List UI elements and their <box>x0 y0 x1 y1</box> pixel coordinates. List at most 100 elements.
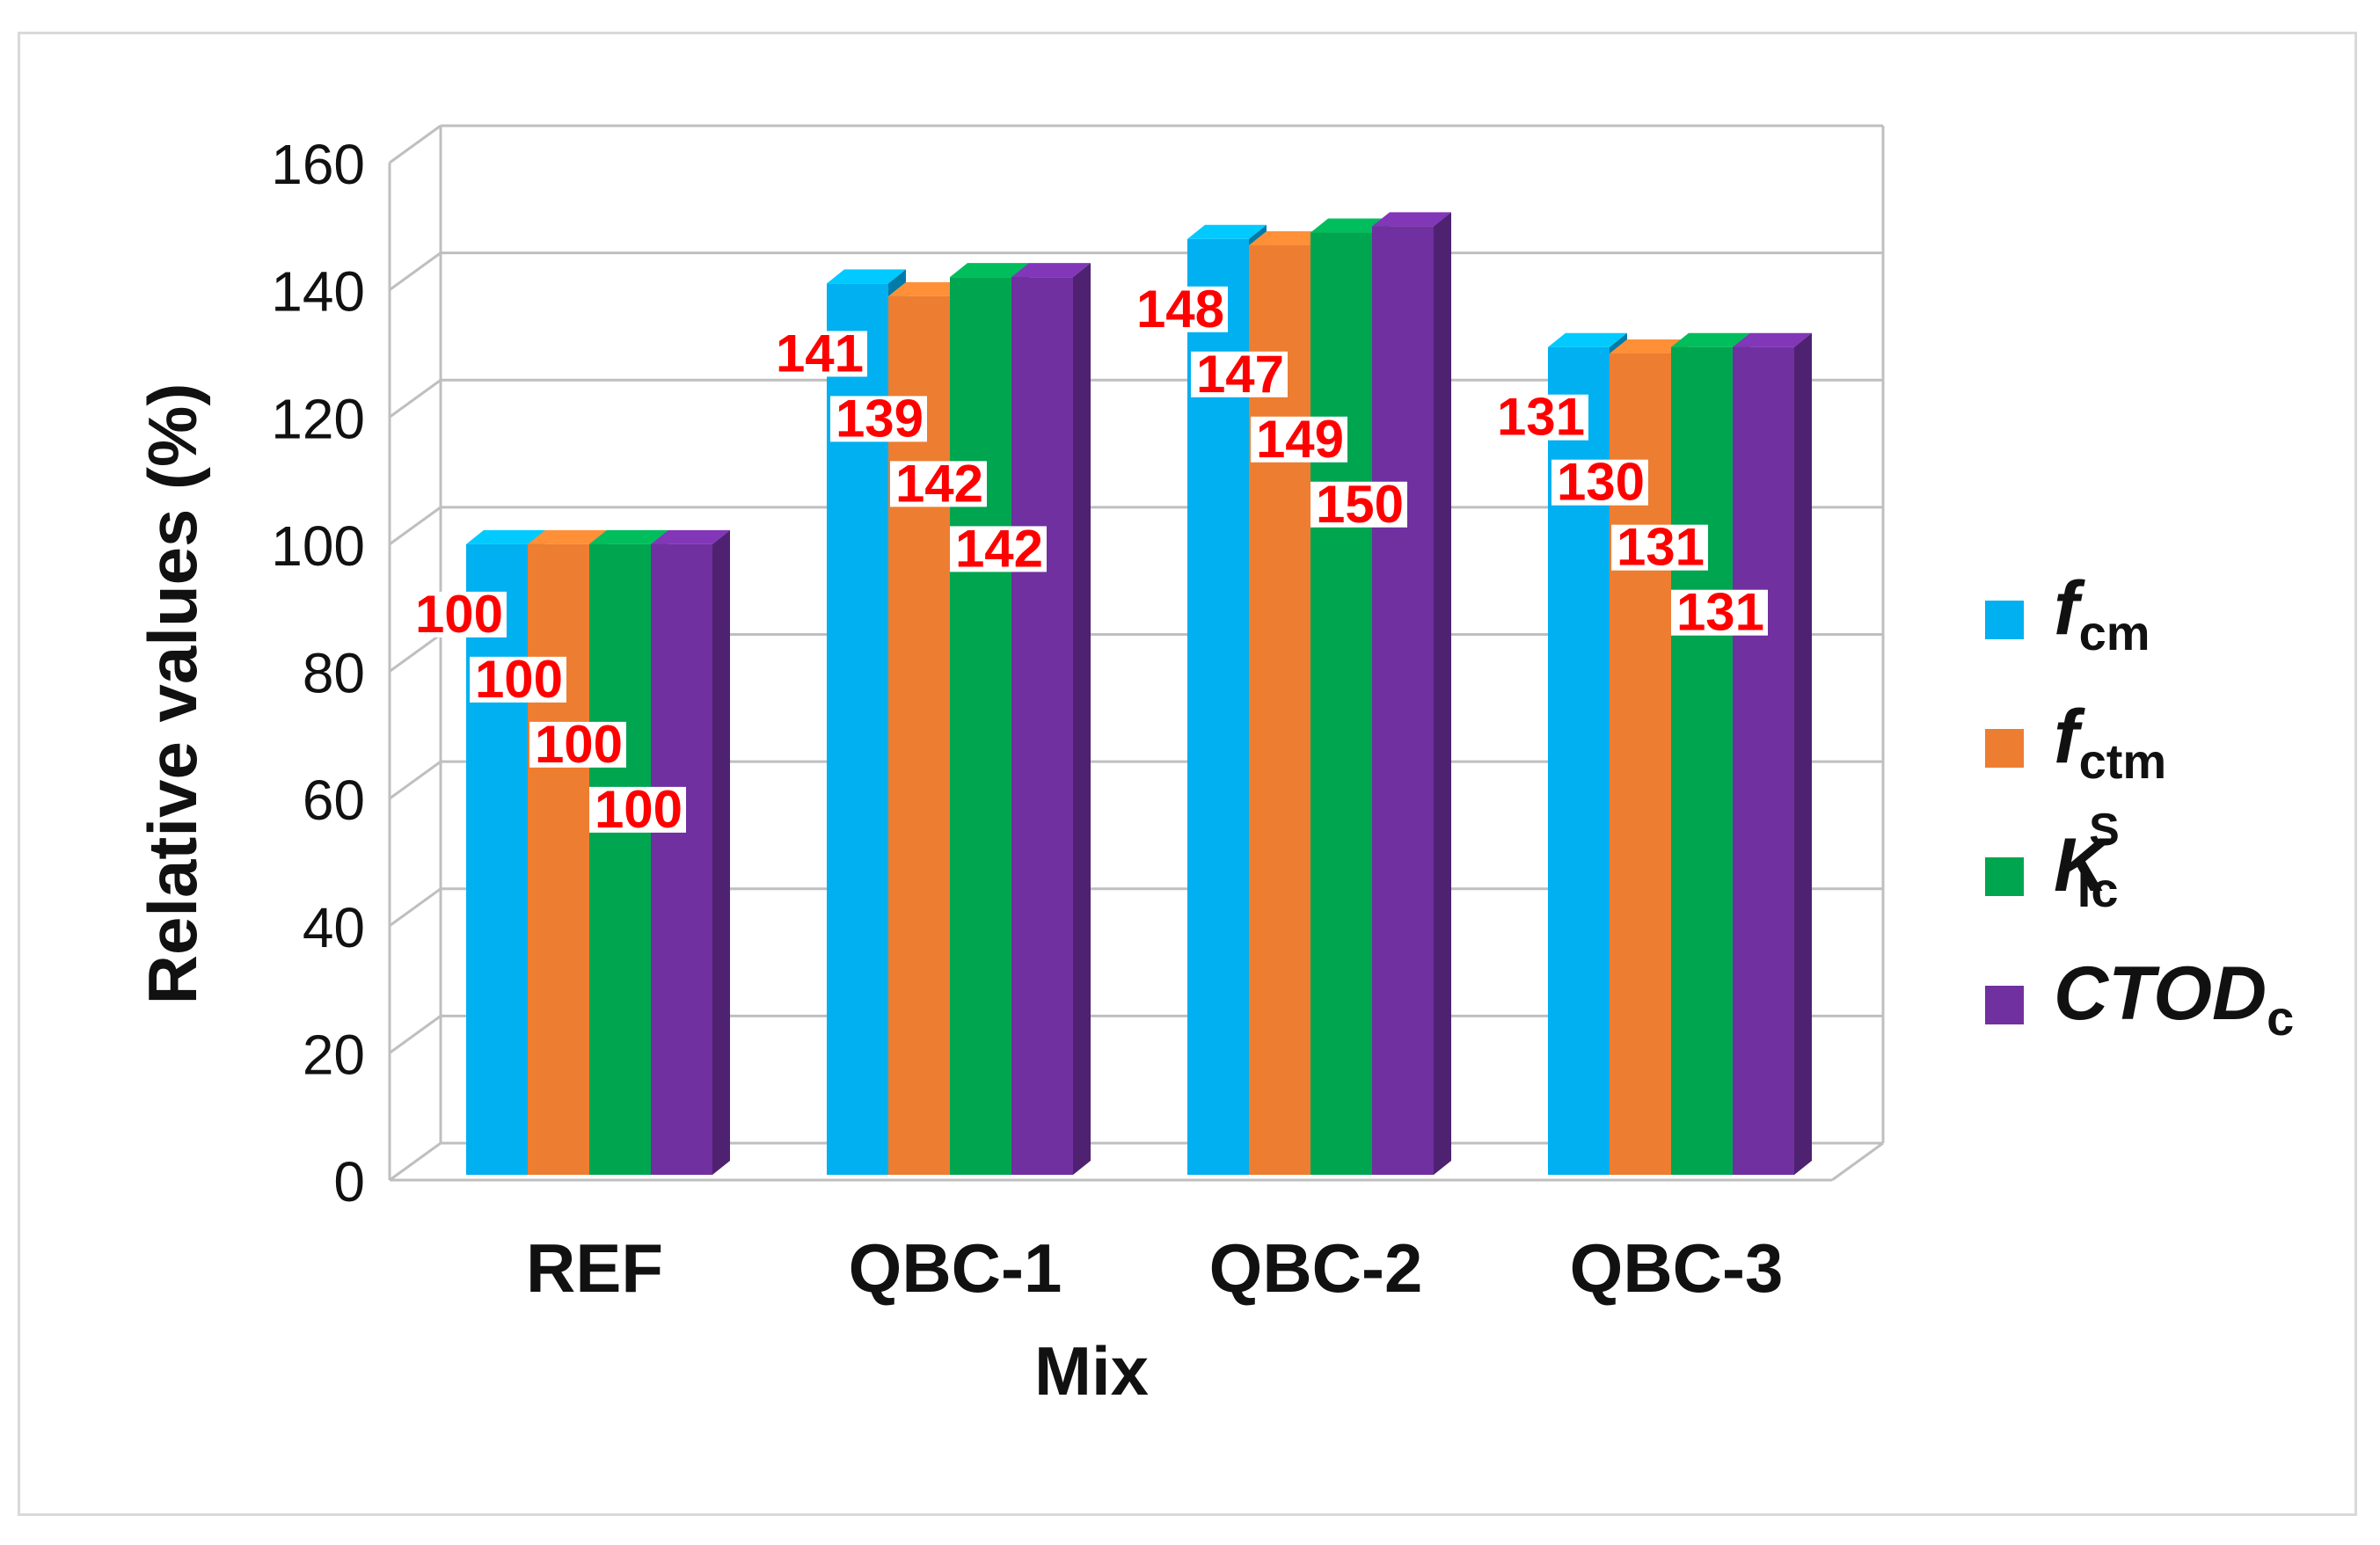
data-label: 149 <box>1256 410 1344 469</box>
data-label: 100 <box>415 585 503 644</box>
legend-label: CTODc <box>2054 951 2295 1046</box>
legend-swatch <box>1985 729 2024 768</box>
data-label-bg <box>410 591 507 638</box>
floor-side <box>1831 1141 1884 1182</box>
data-label-bg <box>529 721 626 768</box>
bar-KIcS-QBC-3 <box>1671 346 1733 1175</box>
data-label: 131 <box>1676 583 1764 642</box>
y-axis-ticks: 0 20 40 60 80 100 120 140 160 <box>271 133 365 1213</box>
bar-top <box>651 529 730 544</box>
bar-CTODc-REF <box>651 543 712 1175</box>
data-label: 100 <box>475 650 563 709</box>
data-label-bg <box>1492 394 1588 441</box>
legend-item-fctm[interactable]: fctm <box>1973 690 2377 819</box>
bars <box>466 212 1812 1176</box>
data-label-bg <box>950 526 1047 572</box>
bar-top <box>827 269 906 284</box>
bar-top <box>1671 332 1750 347</box>
y-tick-label: 120 <box>271 387 365 450</box>
data-label: 142 <box>955 519 1043 578</box>
data-label-bg <box>1131 286 1228 332</box>
bar-KIcS-QBC-2 <box>1310 232 1372 1176</box>
gridline-side <box>389 633 442 673</box>
bar-fcm-REF <box>466 543 528 1175</box>
data-label-bg <box>470 656 566 703</box>
y-tick-label: 80 <box>303 642 365 705</box>
x-tick-label: REF <box>526 1229 663 1307</box>
data-label-bg <box>1671 589 1768 636</box>
y-tick-label: 20 <box>303 1023 365 1086</box>
y-tick-label: 60 <box>303 769 365 832</box>
y-tick-label: 40 <box>303 896 365 959</box>
data-label-bg <box>830 396 927 442</box>
bar-top <box>950 263 1029 278</box>
legend-item-fcm[interactable]: fcm <box>1973 562 2377 690</box>
gridline-side <box>389 251 442 291</box>
bar-top <box>1187 224 1267 239</box>
bar-KIcS-QBC-1 <box>950 277 1011 1176</box>
gridline-side <box>389 1141 442 1182</box>
gridline-side <box>389 124 442 164</box>
bar-CTODc-QBC-2 <box>1372 226 1434 1175</box>
data-label: 147 <box>1196 345 1284 404</box>
gridline-side <box>389 379 442 419</box>
y-tick-label: 0 <box>333 1150 365 1213</box>
x-axis-label: Mix <box>1034 1332 1149 1410</box>
bar-KIcS-REF <box>589 543 651 1175</box>
data-label: 131 <box>1497 388 1585 447</box>
bar-top <box>1372 212 1451 227</box>
data-label-bg <box>1310 481 1407 528</box>
legend-item-kic[interactable]: KSIc <box>1973 805 2377 947</box>
bar-top <box>1011 263 1091 278</box>
y-tick-label: 100 <box>271 514 365 578</box>
data-label-bg <box>1551 459 1648 506</box>
bar-top <box>1733 332 1812 347</box>
bar-side <box>1794 332 1812 1175</box>
bar-fctm-QBC-1 <box>888 295 950 1175</box>
gridline-side <box>389 1015 442 1054</box>
legend-item-ctodc[interactable]: CTODc <box>1973 947 2377 1075</box>
data-label: 142 <box>895 454 983 513</box>
data-label: 148 <box>1136 280 1224 339</box>
bar-CTODc-QBC-3 <box>1733 346 1794 1175</box>
legend: fcm fctm KSIc CTODc <box>1973 562 2377 1075</box>
legend-swatch <box>1985 857 2024 896</box>
gridline-side <box>389 760 442 800</box>
data-label-bg <box>890 461 987 507</box>
data-label-bg <box>1251 416 1347 463</box>
legend-label: fctm <box>2054 695 2167 789</box>
data-label-bg <box>1611 524 1708 571</box>
data-label: 100 <box>535 715 623 774</box>
bar-top <box>1610 339 1689 353</box>
bar-top <box>466 529 545 544</box>
data-label: 139 <box>836 389 924 448</box>
bar-top <box>888 281 967 296</box>
chart-frame: 0 20 40 60 80 100 120 140 160 REF QBC-1 QBC-2 QBC-3… <box>18 32 2357 1516</box>
bar-chart: 0 20 40 60 80 100 120 140 160 REF QBC-1 QBC-2 QBC-3… <box>134 124 1885 1410</box>
data-label: 141 <box>776 324 864 383</box>
legend-label: KSIc <box>2054 805 2120 917</box>
data-label: 150 <box>1316 475 1404 534</box>
data-label-bg <box>1191 351 1288 397</box>
legend-swatch <box>1985 601 2024 639</box>
x-axis-ticks: REF QBC-1 QBC-2 QBC-3 <box>526 1229 1783 1307</box>
y-axis-label: Relative values (%) <box>134 383 211 1005</box>
bar-side <box>1073 263 1091 1176</box>
x-tick-label: QBC-1 <box>849 1229 1062 1307</box>
bar-top <box>1548 332 1627 347</box>
data-label: 131 <box>1617 518 1705 577</box>
x-tick-label: QBC-3 <box>1570 1229 1784 1307</box>
y-tick-label: 160 <box>271 133 365 196</box>
x-tick-label: QBC-2 <box>1209 1229 1423 1307</box>
bar-top <box>528 529 607 544</box>
bar-fctm-REF <box>528 543 589 1175</box>
bar-top <box>1249 231 1328 246</box>
bar-side <box>1434 212 1451 1175</box>
y-tick-label: 140 <box>271 260 365 324</box>
legend-swatch <box>1985 986 2024 1024</box>
data-label: 100 <box>595 780 683 839</box>
bar-fctm-QBC-2 <box>1249 245 1310 1176</box>
bar-top <box>589 529 668 544</box>
gridline-side <box>389 887 442 927</box>
data-label-bg <box>589 786 686 833</box>
